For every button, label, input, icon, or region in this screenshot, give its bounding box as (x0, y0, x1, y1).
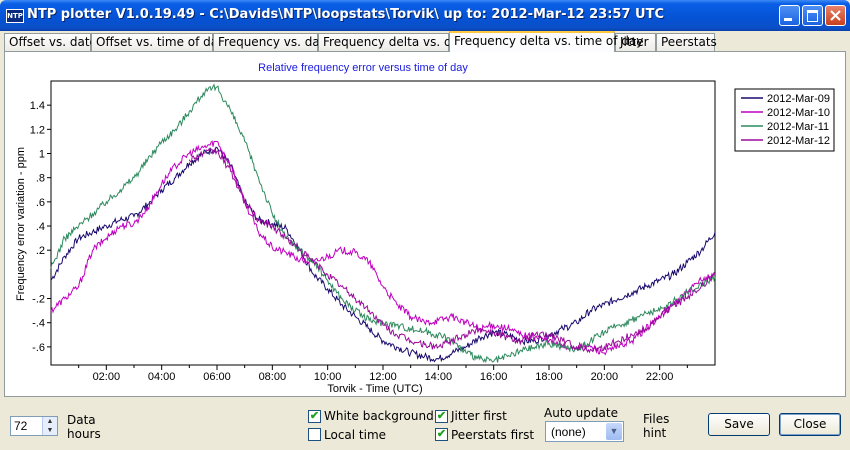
y-tick-label: .8 (36, 173, 45, 185)
auto-update-value[interactable]: (none) (551, 425, 586, 439)
local-time-label[interactable]: Local time (324, 428, 387, 442)
chart-panel: Relative frequency error versus time of … (4, 51, 846, 397)
spin-down-icon[interactable]: ▼ (46, 427, 54, 434)
data-hours-value[interactable]: 72 (14, 419, 28, 433)
tab-offset-vs-time-of-day[interactable]: Offset vs. time of day (91, 33, 225, 51)
close-window-button[interactable] (825, 5, 846, 26)
data-hours-label-2: hours (67, 427, 101, 441)
peerstats-first-checkbox[interactable]: ✔ (435, 428, 448, 441)
tab-frequency-delta-vs-time-of-day[interactable]: Frequency delta vs. time of day (449, 31, 643, 52)
tab-offset-vs-date[interactable]: Offset vs. date (4, 33, 97, 51)
series-line-2012-mar-11 (50, 83, 716, 364)
plot-area (50, 80, 716, 366)
x-tick-label: 18:00 (535, 371, 563, 383)
x-tick-label: 20:00 (591, 371, 619, 383)
auto-update-select[interactable]: (none) ▼ (545, 421, 624, 442)
x-tick-label: 08:00 (259, 371, 287, 383)
jitter-first-checkbox[interactable]: ✔ (435, 410, 448, 423)
maximize-button[interactable] (802, 5, 823, 26)
y-tick-label: 1.4 (30, 100, 45, 112)
legend: 2012-Mar-09 2012-Mar-10 2012-Mar-11 2012-Ma… (734, 88, 835, 152)
tab-frequency-vs-date[interactable]: Frequency vs. date (213, 33, 332, 51)
x-axis-label: Torvik - Time (UTC) (327, 383, 422, 395)
footer-controls: 72 ▲ ▼ Data hours ✔ White background Loc… (0, 398, 850, 450)
y-tick-label: .2 (36, 245, 45, 257)
jitter-first-label[interactable]: Jitter first (451, 409, 507, 423)
peerstats-first-label[interactable]: Peerstats first (451, 428, 535, 442)
minimize-button[interactable] (779, 5, 800, 26)
white-background-checkbox[interactable]: ✔ (308, 410, 321, 423)
close-button[interactable]: Close (779, 413, 841, 436)
x-tick-label: 10:00 (314, 371, 342, 383)
x-tick-label: 06:00 (203, 371, 231, 383)
legend-label: 2012-Mar-09 (767, 93, 830, 105)
x-tick-label: 22:00 (646, 371, 674, 383)
window-title: NTP plotter V1.0.19.49 - C:\Davids\NTP\l… (27, 7, 664, 22)
local-time-checkbox[interactable] (308, 428, 321, 441)
save-button[interactable]: Save (708, 413, 770, 436)
spinner-arrows[interactable]: ▲ ▼ (42, 417, 57, 435)
x-tick-label: 12:00 (369, 371, 397, 383)
series-line-2012-mar-10 (50, 140, 716, 356)
y-tick-label: .6 (36, 197, 45, 209)
maximize-icon (807, 10, 818, 22)
legend-label: 2012-Mar-10 (767, 107, 830, 119)
app-icon: NTP (6, 9, 24, 23)
x-tick-label: 14:00 (425, 371, 453, 383)
y-tick-label: -.2 (32, 294, 45, 306)
legend-label: 2012-Mar-12 (767, 135, 830, 147)
y-tick-label: -.4 (32, 318, 45, 330)
tab-frequency-delta-vs-date[interactable]: Frequency delta vs. date (318, 33, 471, 51)
legend-label: 2012-Mar-11 (767, 121, 829, 133)
chevron-down-icon[interactable]: ▼ (606, 423, 622, 440)
spin-up-icon[interactable]: ▲ (46, 418, 54, 425)
chart-title: Relative frequency error versus time of … (258, 62, 468, 74)
minimize-icon (784, 18, 792, 21)
x-tick-label: 02:00 (93, 371, 121, 383)
y-tick-label: 1.2 (30, 124, 45, 136)
y-tick-label: -.6 (32, 342, 45, 354)
y-tick-label: .4 (36, 221, 45, 233)
title-bar[interactable]: NTP NTP plotter V1.0.19.49 - C:\Davids\N… (0, 0, 850, 31)
tab-jitter[interactable]: Jitter (615, 33, 656, 51)
series-line-2012-mar-09 (50, 146, 716, 363)
y-tick-label: 1 (39, 149, 45, 161)
tab-peerstats[interactable]: Peerstats (656, 33, 717, 51)
auto-update-label: Auto update (544, 406, 618, 420)
chart: Relative frequency error versus time of … (15, 62, 835, 395)
series-line-2012-mar-12 (188, 147, 716, 354)
data-hours-label: Data (67, 413, 96, 427)
files-hint-label-2: hint (643, 426, 667, 440)
x-tick-label: 16:00 (480, 371, 508, 383)
files-hint-label: Files (643, 412, 670, 426)
x-tick-label: 04:00 (148, 371, 176, 383)
close-icon (830, 10, 841, 21)
white-background-label[interactable]: White background (324, 409, 434, 423)
y-axis-label: Frequency error variation - ppm (15, 147, 27, 301)
data-hours-spinner[interactable]: 72 ▲ ▼ (10, 416, 58, 436)
